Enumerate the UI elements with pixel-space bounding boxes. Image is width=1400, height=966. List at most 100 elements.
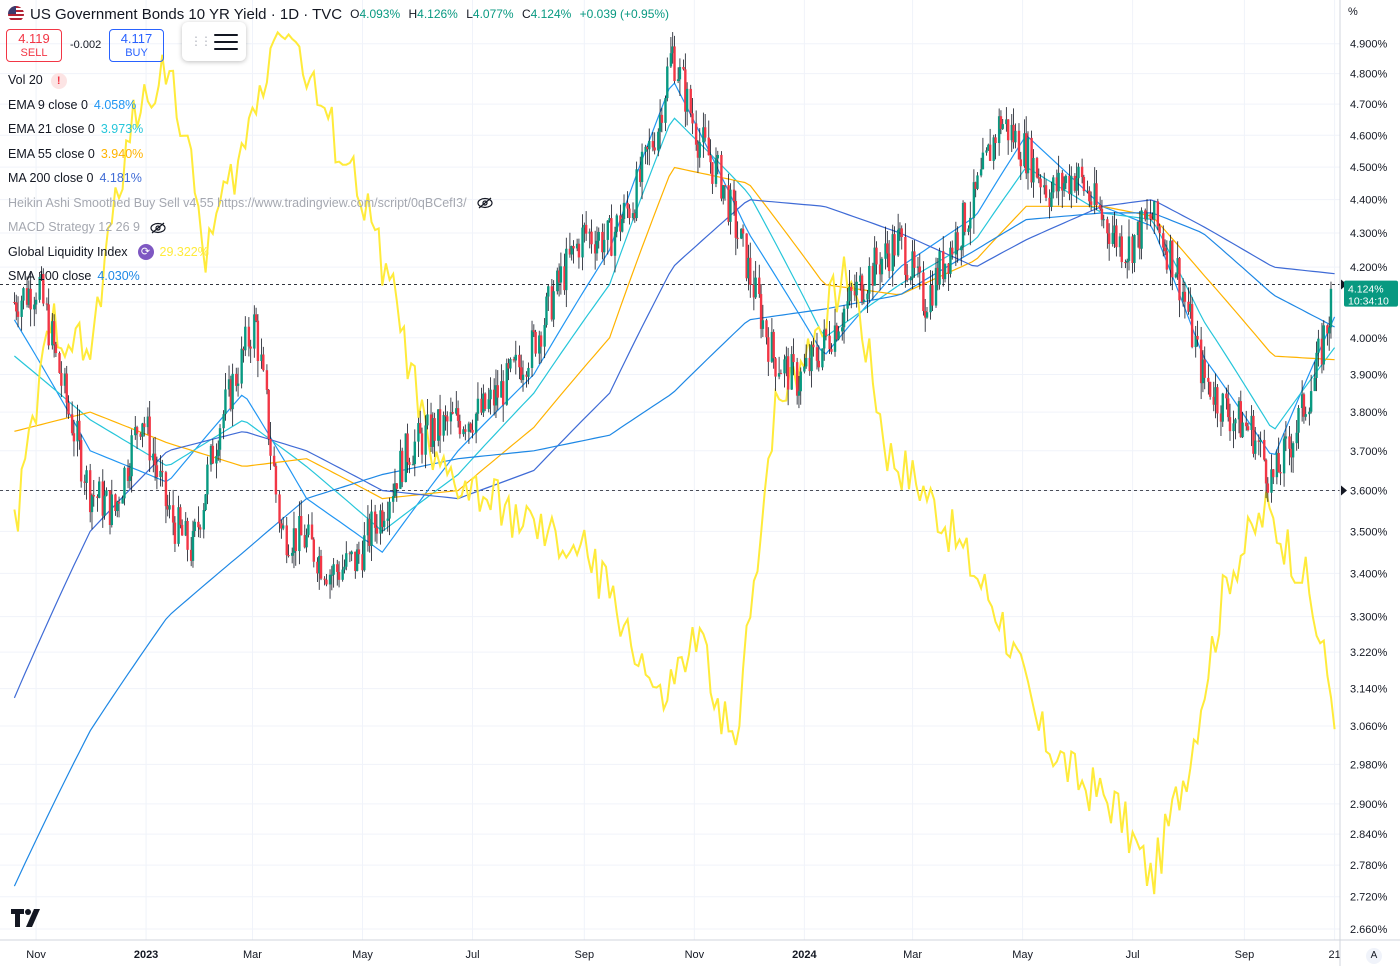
y-tick-label: 4.600% [1350,130,1388,142]
x-tick-label: Sep [1235,949,1255,961]
candle-body [626,202,629,209]
candle-body [1107,233,1111,244]
x-tick-label: 21 [1328,949,1340,961]
candle-body [1201,359,1205,384]
candle-body [419,423,422,434]
legend-name: EMA 9 close 0 [8,97,88,112]
candle-body [1183,291,1187,302]
candle-body [1057,172,1060,192]
candle-body [758,277,761,295]
candle-body [646,146,649,150]
candle-body [1313,377,1316,392]
symbol-title[interactable]: US Government Bonds 10 YR Yield · 1D · T… [30,5,343,23]
candle-body [639,169,642,183]
legend-value: 3.973% [100,122,144,136]
candle-body [837,331,840,340]
series-layer [13,30,1336,895]
candle-body [1030,137,1033,183]
menu-icon[interactable] [214,32,238,52]
auto-scale-button[interactable]: A [1366,948,1382,964]
candle-body [1131,236,1134,264]
legend-row[interactable]: MA 200 close 0 4.181% [8,169,142,187]
candle-body [437,409,440,441]
candle-body [741,228,745,234]
candle-body [559,266,563,283]
y-tick-label: 4.400% [1350,195,1388,207]
candle-body [381,510,384,527]
candle-body [963,202,967,232]
legend-row[interactable]: Vol 20! [8,71,67,89]
candle-body [489,389,492,400]
candle-body [1120,236,1123,263]
candle-body [424,425,427,455]
candle-body [1228,417,1232,432]
candle-body [552,291,555,320]
candle-body [343,566,346,570]
low-key: L [466,7,473,21]
candle-body [391,496,395,502]
candle-body [1077,166,1080,179]
candle-body [476,398,480,414]
candle-body [1068,175,1071,195]
candle-body [67,402,70,415]
candle-body [752,284,756,298]
candle-body [696,144,700,158]
legend-row[interactable]: Heikin Ashi Smoothed Buy Sell v4 55 http… [8,194,493,212]
tradingview-logo-icon[interactable] [11,909,43,927]
sync-icon[interactable]: ⟳ [137,244,154,261]
candle-body [449,412,453,422]
x-tick-label: Nov [685,949,705,961]
candle-body [1014,130,1017,143]
legend-name: Vol 20 [8,73,43,87]
candle-body [1327,327,1331,334]
candle-body [722,185,725,199]
candle-body [527,367,530,377]
candle-body [815,347,819,361]
candle-body [274,465,278,495]
candle-body [602,239,606,253]
candle-body [348,553,352,555]
candle-body [613,231,617,256]
candle-body [218,428,222,450]
legend-row[interactable]: SMA 100 close 4.030% [8,267,140,285]
candle-body [610,218,613,256]
candle-body [1075,178,1078,191]
candle-body [1225,393,1228,399]
eye-off-icon[interactable] [150,222,166,234]
candle-body [249,346,252,349]
legend-row[interactable]: MACD Strategy 12 26 9 [8,218,166,236]
candle-body [545,296,548,326]
candle-body [1300,394,1304,408]
alert-icon[interactable]: ! [50,72,67,89]
candle-body [211,445,215,464]
candle-body [404,433,407,483]
candle-body [128,476,132,482]
y-tick-label: 2.720% [1350,892,1388,904]
candle-body [433,418,436,441]
candle-body [299,516,303,536]
candle-body [33,304,36,310]
legend-row[interactable]: EMA 21 close 0 3.973% [8,120,143,138]
candle-body [979,169,983,176]
candle-body [727,185,730,222]
candle-body [1237,401,1241,420]
candle-body [846,301,849,309]
chart-toolbar-menu[interactable]: ⋮⋮ [182,22,246,61]
y-tick-label: 3.220% [1350,647,1388,659]
sell-button[interactable]: 4.119 SELL [6,29,62,62]
candle-body [976,175,979,189]
legend-row[interactable]: EMA 9 close 0 4.058% [8,96,136,114]
eye-off-icon[interactable] [476,197,493,209]
buy-button[interactable]: 4.117 BUY [109,29,164,62]
candle-body [575,243,579,249]
candle-body [804,357,808,367]
candle-body [164,472,168,507]
candle-body [960,246,963,251]
candle-body [168,505,171,510]
candle-body [507,363,510,369]
legend-row[interactable]: Global Liquidity Index ⟳ 29.322% [8,243,209,261]
drag-handle-icon[interactable]: ⋮⋮ [190,34,212,48]
low-value: 4.077% [472,7,514,21]
legend-row[interactable]: EMA 55 close 0 3.940% [8,145,143,163]
